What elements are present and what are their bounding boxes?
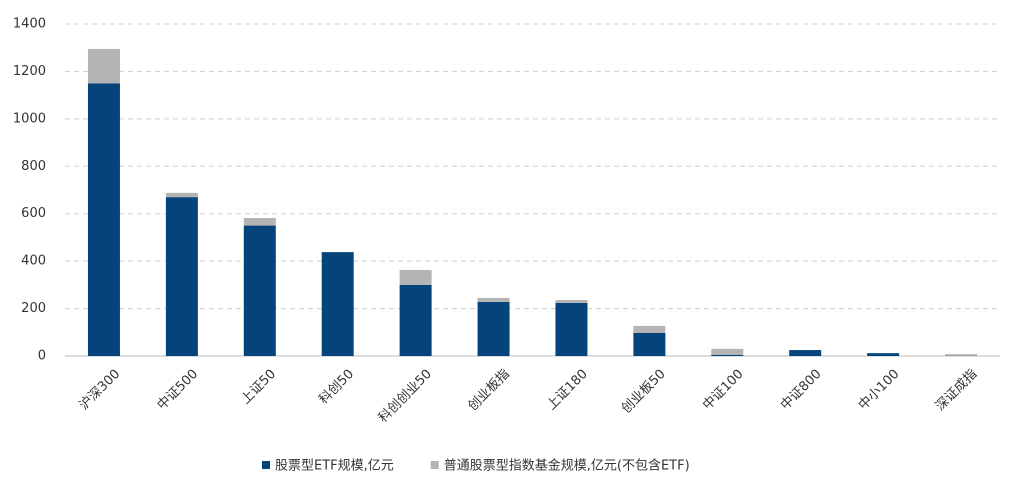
y-tick-label: 800 bbox=[21, 159, 46, 174]
x-tick-label: 科创50 bbox=[316, 367, 357, 408]
y-tick-label: 1000 bbox=[13, 111, 46, 126]
y-tick-label: 1400 bbox=[13, 17, 46, 32]
bar-segment bbox=[244, 218, 276, 226]
bar-segment bbox=[478, 302, 510, 356]
bar-segment bbox=[789, 350, 821, 356]
x-tick-label: 创业板50 bbox=[619, 367, 669, 417]
legend-swatch bbox=[262, 461, 270, 469]
y-tick-label: 0 bbox=[38, 349, 46, 364]
bar-segment bbox=[400, 270, 432, 285]
x-tick-label: 沪深300 bbox=[76, 366, 123, 413]
y-tick-label: 600 bbox=[21, 206, 46, 221]
y-tick-label: 400 bbox=[21, 254, 46, 269]
y-tick-label: 1200 bbox=[13, 64, 46, 79]
bar-segment bbox=[945, 354, 977, 356]
x-tick-label: 深证成指 bbox=[933, 367, 980, 414]
bar-segment bbox=[711, 349, 743, 355]
bar-segment bbox=[555, 303, 587, 356]
x-tick-label: 上证180 bbox=[544, 367, 591, 414]
bar-segment bbox=[244, 226, 276, 356]
x-tick-label: 中小100 bbox=[856, 367, 903, 414]
x-tick-label: 中证800 bbox=[778, 367, 825, 414]
bar-segment bbox=[867, 353, 899, 356]
legend-swatch bbox=[431, 461, 439, 469]
bar-segment bbox=[166, 193, 198, 197]
x-tick-label: 创业板指 bbox=[465, 367, 512, 414]
x-tick-label: 中证100 bbox=[700, 367, 747, 414]
bar-segment bbox=[322, 252, 354, 356]
bar-segment bbox=[400, 285, 432, 356]
x-tick-label: 中证500 bbox=[155, 367, 202, 414]
bar-segment bbox=[711, 355, 743, 356]
x-tick-label: 科创创业50 bbox=[376, 367, 435, 426]
y-tick-label: 200 bbox=[21, 301, 46, 316]
bar-segment bbox=[555, 300, 587, 303]
x-tick-label: 上证50 bbox=[238, 367, 279, 408]
bar-segment bbox=[88, 49, 120, 83]
legend-label: 股票型ETF规模,亿元 bbox=[275, 459, 394, 474]
bar-segment bbox=[633, 333, 665, 356]
legend-label: 普通股票型指数基金规模,亿元(不包含ETF) bbox=[444, 458, 690, 474]
bar-segment bbox=[166, 197, 198, 356]
bar-segment bbox=[633, 326, 665, 333]
bar-segment bbox=[88, 83, 120, 356]
bar-segment bbox=[478, 298, 510, 302]
